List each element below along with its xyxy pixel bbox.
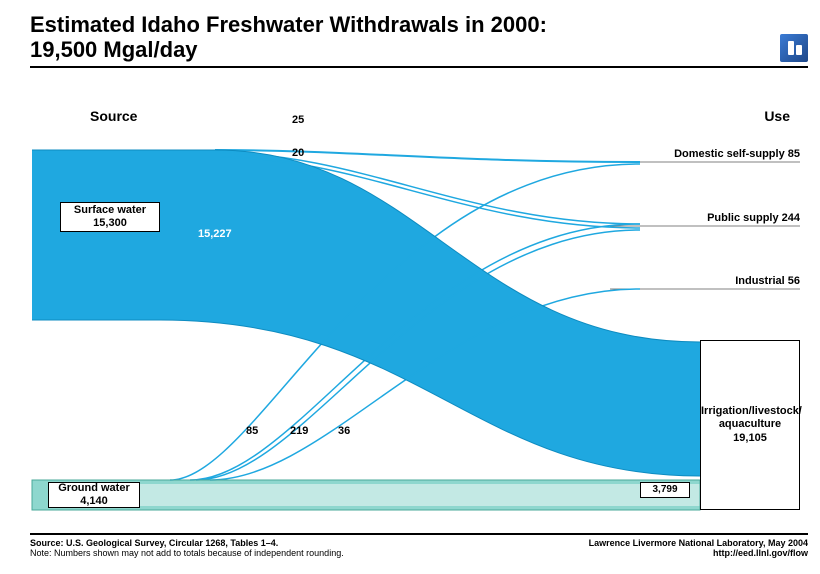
flow-3799-text: 3,799	[641, 484, 689, 496]
flow-label-36: 36	[338, 425, 350, 437]
node-surface-water: Surface water 15,300	[60, 202, 160, 232]
ground-value: 4,140	[49, 495, 139, 508]
surface-value: 15,300	[61, 217, 159, 230]
flow-label-20: 20	[292, 147, 304, 159]
flow-label-85: 85	[246, 425, 258, 437]
footer-credit: Lawrence Livermore National Laboratory, …	[589, 538, 808, 548]
surface-label: Surface water	[61, 204, 159, 217]
footer-url: http://eed.llnl.gov/flow	[589, 548, 808, 558]
ground-label: Ground water	[49, 482, 139, 495]
flow-surface-irrigation	[32, 150, 700, 476]
footer-right: Lawrence Livermore National Laboratory, …	[589, 538, 808, 558]
node-ground-water: Ground water 4,140	[48, 482, 140, 508]
use-domestic-label: Domestic self-supply 85	[620, 148, 800, 160]
ground-inner	[130, 484, 700, 506]
flow-label-3799: 3,799	[640, 482, 690, 498]
flow-label-25: 25	[292, 114, 304, 126]
node-irrigation: Irrigation/livestock/ aquaculture 19,105	[700, 340, 800, 510]
irrigation-label-2: aquaculture	[701, 418, 799, 431]
footer-rule	[30, 533, 808, 535]
irrigation-label-1: Irrigation/livestock/	[701, 405, 799, 418]
use-public-label: Public supply 244	[620, 212, 800, 224]
use-industrial-label: Industrial 56	[620, 275, 800, 287]
irrigation-value: 19,105	[701, 432, 799, 445]
flow-label-15227: 15,227	[198, 228, 232, 240]
flow-label-219: 219	[290, 425, 308, 437]
